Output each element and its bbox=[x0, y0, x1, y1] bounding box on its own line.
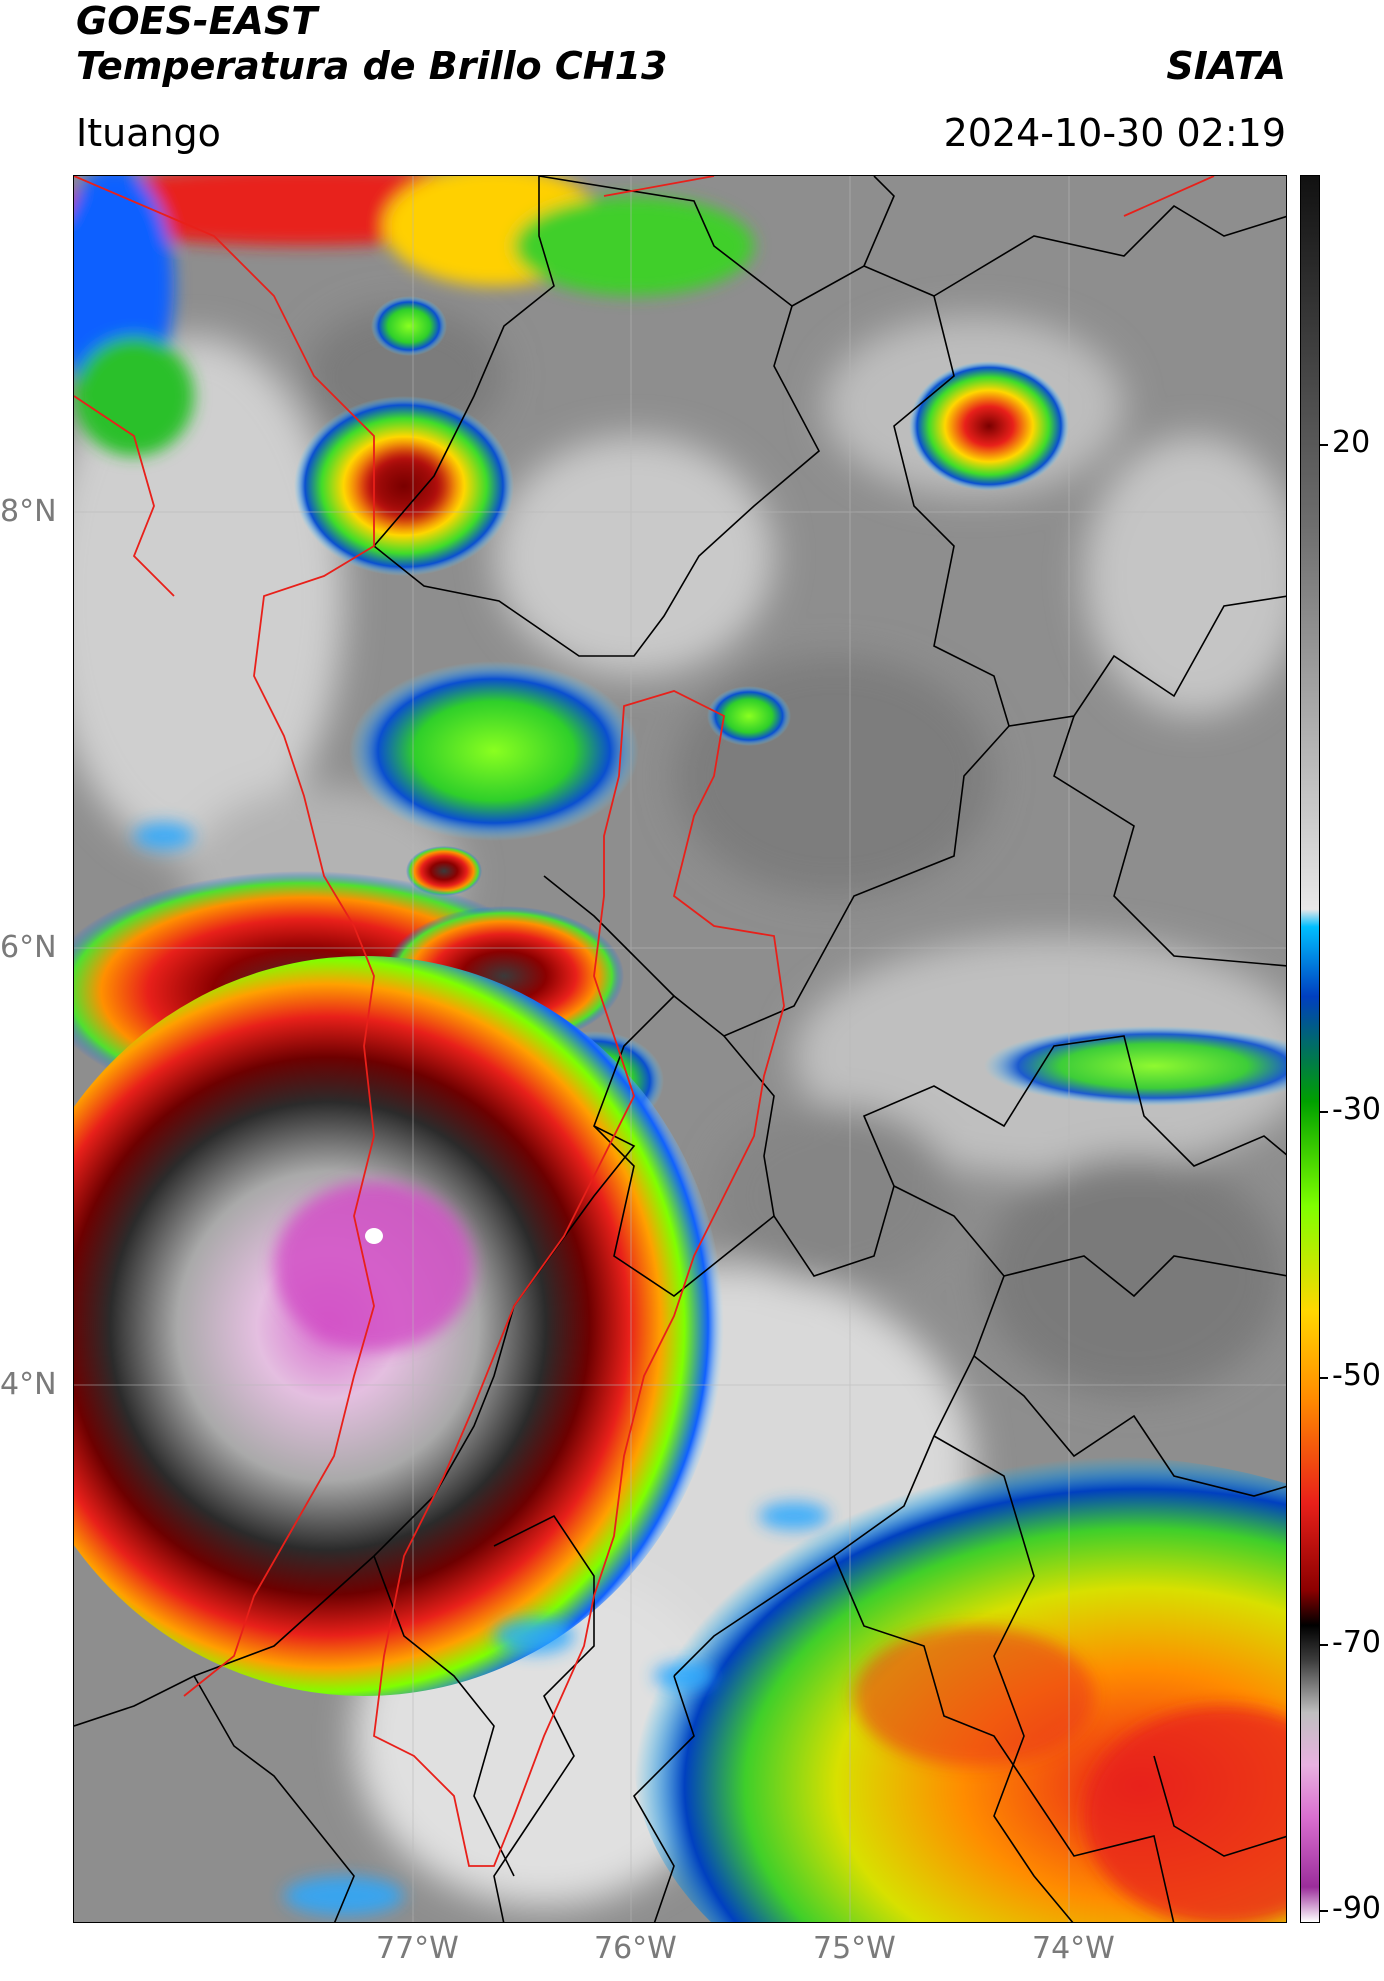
storm-cell-ne bbox=[909, 361, 1069, 491]
colorbar-label-neg30: -30 bbox=[1332, 1092, 1381, 1127]
colorbar-tick-neg70 bbox=[1320, 1644, 1328, 1646]
brightness-temperature-field bbox=[74, 176, 1286, 1922]
lon-label-74w: 74°W bbox=[1032, 1931, 1115, 1966]
basin-outline bbox=[74, 176, 1215, 1867]
colorbar-tick-neg90 bbox=[1320, 1910, 1328, 1912]
product-title: GOES-EAST bbox=[76, 0, 318, 43]
timestamp-label: 2024-10-30 02:19 bbox=[943, 111, 1286, 155]
colorbar-label-neg70: -70 bbox=[1332, 1625, 1381, 1660]
convective-cell-central bbox=[349, 661, 639, 841]
product-subtitle: Temperatura de Brillo CH13 bbox=[76, 44, 668, 88]
location-label: Ituango bbox=[76, 111, 221, 155]
colorbar-tick-neg30 bbox=[1320, 1111, 1328, 1113]
colorbar-label-20: 20 bbox=[1332, 425, 1371, 460]
lat-label-6n: 6°N bbox=[0, 930, 57, 965]
colorbar-label-neg90: -90 bbox=[1332, 1891, 1381, 1926]
lat-label-4n: 4°N bbox=[0, 1367, 57, 1402]
cold-cloud-band-north bbox=[74, 176, 754, 456]
colorbar-tick-20 bbox=[1320, 444, 1328, 446]
lat-label-8n: 8°N bbox=[0, 494, 57, 529]
graticule bbox=[74, 176, 1286, 1922]
colorbar-label-neg50: -50 bbox=[1332, 1358, 1381, 1393]
regional-borders bbox=[74, 176, 1286, 1922]
satellite-map bbox=[73, 175, 1287, 1923]
colorbar-tick-neg50 bbox=[1320, 1377, 1328, 1379]
lon-label-75w: 75°W bbox=[813, 1931, 896, 1966]
lon-label-77w: 77°W bbox=[376, 1931, 459, 1966]
lon-label-76w: 76°W bbox=[594, 1931, 677, 1966]
brand-label: SIATA bbox=[1166, 44, 1286, 88]
temperature-colorbar bbox=[1300, 175, 1320, 1923]
